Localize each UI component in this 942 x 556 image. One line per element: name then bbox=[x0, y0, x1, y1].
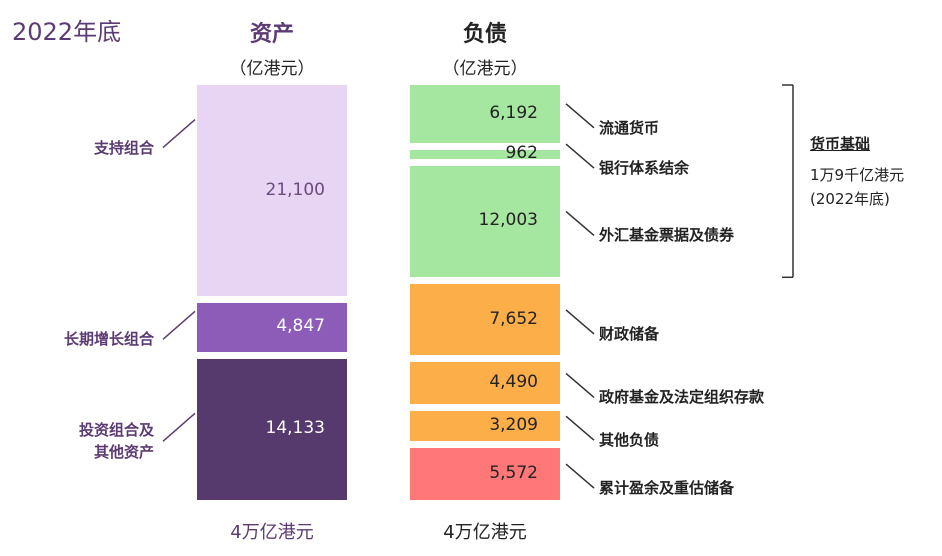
liability-bar-1 bbox=[410, 149, 560, 159]
liability-label-3: 财政储备 bbox=[599, 324, 660, 343]
liability-value-0: 6,192 bbox=[489, 102, 538, 123]
liability-label-1: 银行体系结余 bbox=[599, 159, 690, 178]
asset-connector-1 bbox=[162, 310, 196, 340]
year-label: 2022年底 bbox=[12, 18, 122, 46]
monetary-base-title: 货币基础 bbox=[810, 135, 871, 153]
asset-value-1: 4,847 bbox=[276, 316, 325, 337]
liability-connector-1 bbox=[565, 143, 595, 169]
liability-value-2: 12,003 bbox=[478, 210, 538, 231]
asset-connector-2 bbox=[162, 412, 196, 442]
liability-value-5: 3,209 bbox=[489, 415, 538, 436]
liability-bar-2 bbox=[410, 165, 560, 278]
assets-total: 4万亿港元 bbox=[230, 522, 314, 543]
asset-bar-2 bbox=[197, 358, 347, 500]
liability-label-4: 政府基金及法定组织存款 bbox=[599, 388, 765, 407]
asset-label-1: 长期增长组合 bbox=[63, 330, 154, 349]
liability-label-5: 其他负债 bbox=[599, 431, 660, 450]
liabilities-unit: （亿港元） bbox=[442, 59, 528, 79]
liability-connector-6 bbox=[565, 463, 595, 489]
monetary-base-date: (2022年底) bbox=[810, 190, 890, 208]
liability-bar-0 bbox=[410, 85, 560, 143]
liability-connector-5 bbox=[565, 415, 595, 441]
liability-value-3: 7,652 bbox=[489, 308, 538, 329]
liability-label-0: 流通货币 bbox=[599, 118, 660, 137]
liability-value-1: 962 bbox=[505, 143, 538, 164]
liability-connector-4 bbox=[565, 372, 595, 398]
asset-label-2: 投资组合及 其他资产 bbox=[78, 421, 154, 462]
liability-bar-4 bbox=[410, 362, 560, 405]
asset-bar-1 bbox=[197, 303, 347, 352]
liabilities-total: 4万亿港元 bbox=[443, 522, 527, 543]
monetary-base-value: 1万9千亿港元 bbox=[810, 166, 905, 184]
liability-bar-6 bbox=[410, 448, 560, 500]
asset-connector-0 bbox=[162, 118, 196, 149]
assets-unit: （亿港元） bbox=[229, 59, 315, 79]
assets-title: 资产 bbox=[249, 22, 294, 47]
liability-connector-0 bbox=[565, 103, 595, 129]
liability-value-6: 5,572 bbox=[489, 463, 538, 484]
asset-bar-0 bbox=[197, 85, 347, 297]
liability-connector-2 bbox=[565, 210, 595, 236]
liability-label-6: 累计盈余及重估储备 bbox=[599, 479, 735, 498]
liability-value-4: 4,490 bbox=[489, 372, 538, 393]
asset-value-0: 21,100 bbox=[265, 179, 325, 200]
liabilities-title: 负债 bbox=[462, 22, 507, 47]
asset-value-2: 14,133 bbox=[265, 418, 325, 439]
asset-label-0: 支持组合 bbox=[93, 138, 154, 157]
liability-bar-5 bbox=[410, 411, 560, 442]
liability-label-2: 外汇基金票据及债券 bbox=[599, 226, 735, 245]
liability-connector-3 bbox=[565, 309, 595, 335]
liability-bar-3 bbox=[410, 284, 560, 356]
